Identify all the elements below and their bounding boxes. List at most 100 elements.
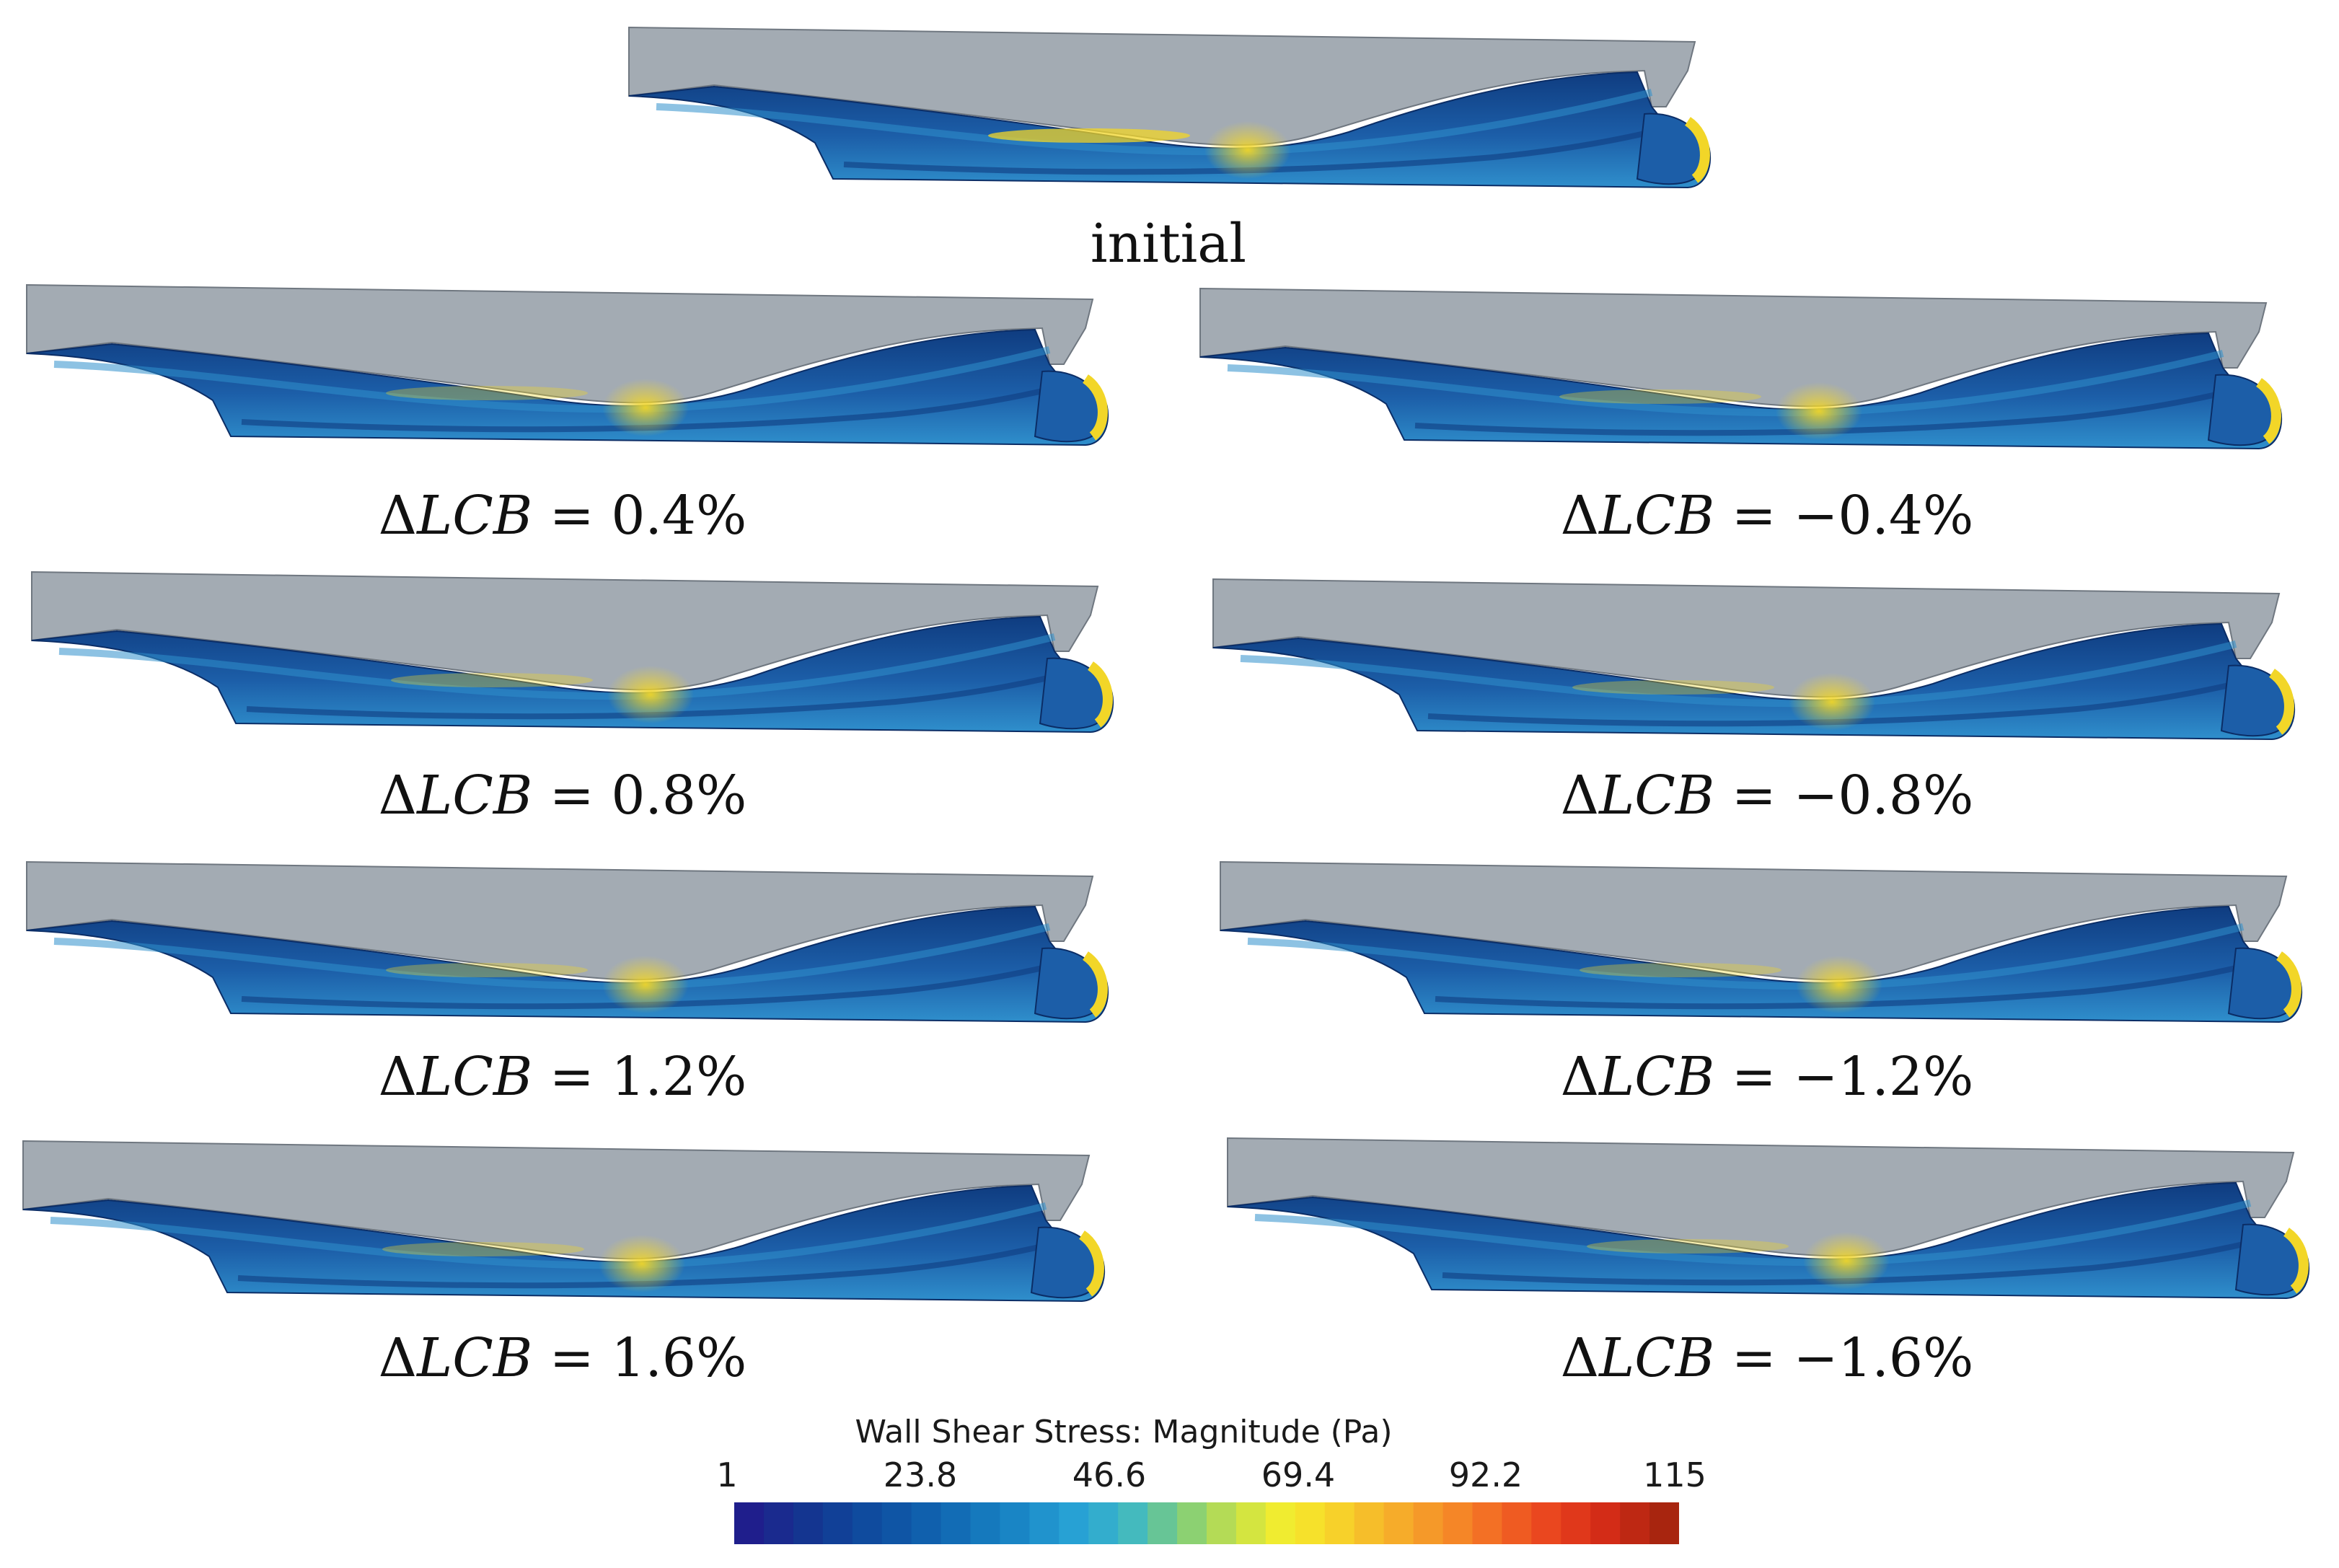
delta-symbol: Δ [378, 1327, 418, 1389]
lcb-variable: LCB [417, 1327, 533, 1389]
high-stress-region [1803, 1232, 1890, 1290]
legend-tick: 1 [716, 1455, 738, 1494]
flow-streak [241, 960, 1065, 1010]
flow-streak [1442, 1236, 2265, 1286]
high-stress-region [602, 379, 689, 436]
delta-symbol: Δ [1560, 485, 1600, 547]
colorbar-segment [881, 1502, 912, 1544]
colorbar-segment [1561, 1502, 1591, 1544]
colorbar-segment [1324, 1502, 1355, 1544]
colorbar-segment [911, 1502, 942, 1544]
high-stress-region [1204, 121, 1291, 179]
colorbar-segment [1472, 1502, 1502, 1544]
high-stress-band [1580, 963, 1781, 977]
lcb-value: = 1.6% [549, 1327, 747, 1389]
bow-stagnation-edge [1078, 1230, 1104, 1297]
high-stress-band [1572, 680, 1774, 695]
hull-panel-lcb-plus-0.4 [26, 283, 1109, 446]
high-stress-region [599, 1235, 685, 1292]
colorbar-segment [1620, 1502, 1650, 1544]
colorbar-segment [1649, 1502, 1679, 1544]
colorbar-segment [1177, 1502, 1207, 1544]
high-stress-region [1796, 956, 1882, 1013]
bow-stagnation-edge [1082, 951, 1108, 1018]
hull-panel-lcb-plus-0.8 [31, 571, 1114, 734]
colorbar-segment [734, 1502, 765, 1544]
legend-tick: 115 [1643, 1455, 1706, 1494]
colorbar-segment [1000, 1502, 1030, 1544]
caption-lcb-plus-1.2: ΔLCB = 1.2% [346, 1044, 779, 1109]
flow-streak [237, 1239, 1061, 1289]
lcb-value: = 0.4% [549, 485, 747, 547]
colorbar-segment [1265, 1502, 1296, 1544]
high-stress-region [1789, 673, 1875, 731]
high-stress-band [1559, 389, 1761, 404]
caption-lcb-minus-1.6: ΔLCB = −1.6% [1515, 1326, 2019, 1391]
lcb-variable: LCB [1599, 1327, 1715, 1389]
bow-stagnation-edge [1684, 117, 1710, 183]
flow-streak [1435, 960, 2258, 1010]
colorbar-segment [763, 1502, 794, 1544]
hull-panel-lcb-plus-1.6 [22, 1140, 1105, 1303]
lcb-variable: LCB [417, 765, 533, 827]
bow-stagnation-edge [1087, 661, 1113, 728]
legend-tick: 46.6 [1072, 1455, 1147, 1494]
legend-tick: 69.4 [1261, 1455, 1336, 1494]
colorbar-segment [822, 1502, 853, 1544]
colorbar-segment [941, 1502, 972, 1544]
lcb-value: = 1.2% [549, 1046, 747, 1108]
high-stress-band [988, 128, 1190, 143]
hull-panel-lcb-minus-0.8 [1212, 578, 2295, 741]
caption-lcb-minus-0.4: ΔLCB = −0.4% [1515, 483, 2019, 548]
colorbar [734, 1502, 1679, 1544]
bow-stagnation-edge [2255, 378, 2281, 444]
colorbar-segment [1148, 1502, 1178, 1544]
colorbar-segment [1383, 1502, 1414, 1544]
caption-lcb-minus-0.8: ΔLCB = −0.8% [1515, 763, 2019, 828]
lcb-value: = −0.4% [1731, 485, 1974, 547]
high-stress-region [607, 666, 694, 723]
colorbar-segment [1295, 1502, 1326, 1544]
colorbar-segment [1088, 1502, 1119, 1544]
lcb-variable: LCB [417, 485, 533, 547]
hull-panel-lcb-minus-1.2 [1220, 860, 2302, 1023]
colorbar-segment [1207, 1502, 1237, 1544]
lcb-variable: LCB [1599, 765, 1715, 827]
hull-panel-lcb-minus-1.6 [1227, 1137, 2309, 1300]
colorbar-segment [1531, 1502, 1561, 1544]
lcb-variable: LCB [1599, 485, 1715, 547]
lcb-value: = −0.8% [1731, 765, 1974, 827]
flow-streak [1427, 677, 2251, 727]
caption-initial: initial [1090, 213, 1247, 275]
high-stress-band [382, 1242, 584, 1256]
high-stress-band [1587, 1239, 1789, 1254]
colorbar-segment [793, 1502, 824, 1544]
bow-stagnation-edge [2276, 951, 2301, 1018]
colorbar-segment [852, 1502, 883, 1544]
colorbar-segment [1059, 1502, 1089, 1544]
colorbar-segment [1502, 1502, 1532, 1544]
colorbar-segment [1029, 1502, 1060, 1544]
lcb-variable: LCB [1599, 1046, 1715, 1108]
delta-symbol: Δ [378, 1046, 418, 1108]
colorbar-segment [1354, 1502, 1385, 1544]
flow-streak [241, 383, 1065, 433]
flow-streak [246, 670, 1070, 720]
bow-stagnation-edge [2283, 1228, 2309, 1294]
high-stress-band [391, 673, 593, 687]
delta-symbol: Δ [1560, 1327, 1600, 1389]
lcb-value: = −1.2% [1731, 1046, 1974, 1108]
high-stress-band [386, 386, 588, 400]
colorbar-segment [970, 1502, 1001, 1544]
caption-lcb-plus-0.4: ΔLCB = 0.4% [346, 483, 779, 548]
legend-tick: 23.8 [883, 1455, 958, 1494]
delta-symbol: Δ [1560, 765, 1600, 827]
high-stress-region [602, 956, 689, 1013]
hull-panel-lcb-minus-0.4 [1199, 287, 2282, 450]
caption-lcb-plus-1.6: ΔLCB = 1.6% [346, 1326, 779, 1391]
legend-tick: 92.2 [1448, 1455, 1523, 1494]
lcb-value: = −1.6% [1731, 1327, 1974, 1389]
delta-symbol: Δ [378, 765, 418, 827]
delta-symbol: Δ [1560, 1046, 1600, 1108]
